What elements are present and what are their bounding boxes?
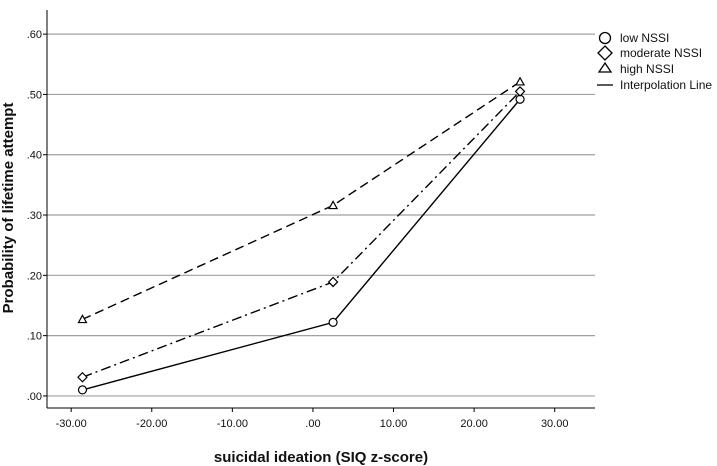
y-tick-label: .60 [27,29,42,41]
data-point [328,317,338,327]
y-tick-label: .20 [27,270,42,282]
series-line-high-nssi [82,81,521,320]
data-point [77,314,88,324]
legend-item-interpolation-line: Interpolation Line [597,78,712,92]
data-point [328,200,339,210]
data-point [515,76,526,86]
y-tick-label: .10 [27,331,42,343]
diamond-marker-icon [597,45,613,61]
circle-marker-icon [598,31,612,45]
triangle-marker-icon [597,61,613,73]
x-axis-ticks: -30.00 -20.00 -10.00 .00 10.00 20.00 30.00 [56,408,569,430]
series-layer [77,76,526,395]
y-axis-ticks: .00 .10 .20 .30 .40 .50 .60 [27,29,47,403]
x-tick-label: 30.00 [541,418,569,430]
gridlines [47,33,595,397]
legend-item-low-nssi: low NSSI [598,31,669,45]
data-point [327,276,339,288]
legend-label-moderate-nssi: moderate NSSI [620,46,702,60]
legend-label-high-nssi: high NSSI [620,62,674,76]
x-tick-label: -10.00 [217,418,248,430]
x-axis-title: suicidal ideation (SIQ z-score) [214,449,428,466]
plot-frame [46,10,595,409]
data-point [514,86,526,97]
y-axis-title: Probability of lifetime attempt [0,103,17,314]
x-tick-label: .00 [305,418,320,430]
legend-item-high-nssi: high NSSI [597,61,674,76]
y-tick-label: .30 [27,210,42,222]
y-tick-label: .40 [27,150,42,162]
x-tick-label: -30.00 [56,418,87,430]
y-tick-label: .00 [27,391,42,403]
legend-label-low-nssi: low NSSI [620,31,669,45]
y-tick-label: .50 [27,89,42,101]
x-tick-label: -20.00 [136,418,167,430]
x-tick-label: 10.00 [380,418,408,430]
x-tick-label: 20.00 [460,418,488,430]
legend: low NSSI moderate NSSI high NSSI Interpo… [597,31,712,92]
legend-label-interpolation-line: Interpolation Line [620,78,712,92]
data-point [77,385,88,395]
data-point [77,371,88,383]
legend-item-moderate-nssi: moderate NSSI [597,45,702,61]
